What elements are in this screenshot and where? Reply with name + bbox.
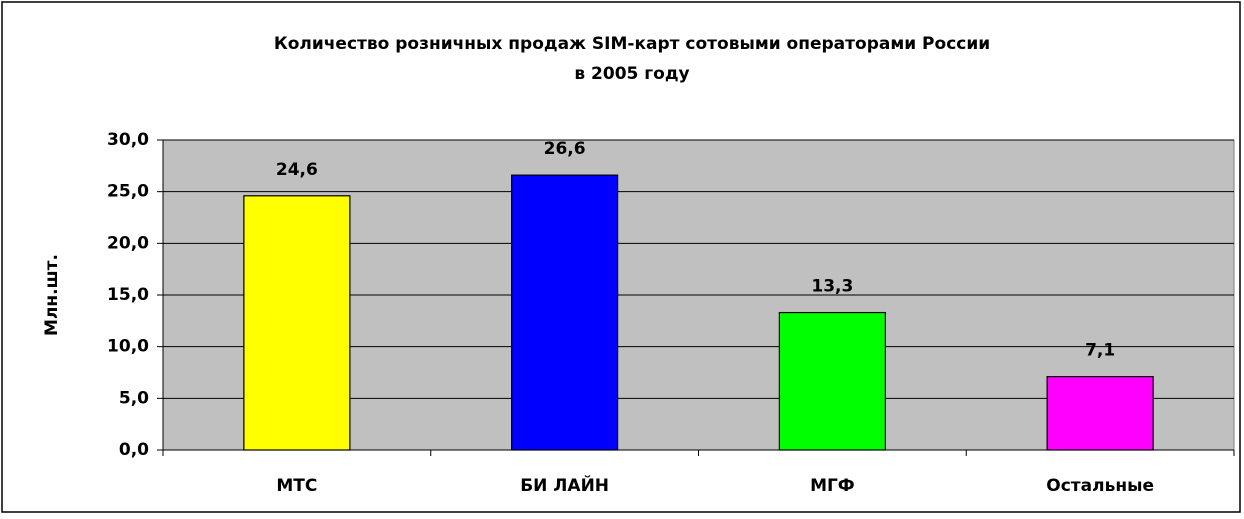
bar (243, 195, 351, 451)
data-label: 13,3 (811, 277, 853, 297)
y-tick-label: 10,0 (107, 337, 149, 357)
bar (511, 174, 619, 451)
y-tick-label: 30,0 (107, 130, 149, 150)
x-tick-label: МГФ (810, 476, 855, 496)
data-label: 24,6 (276, 160, 318, 180)
y-axis-label: Млн.шт. (42, 254, 62, 336)
x-tick-label: БИ ЛАЙН (520, 474, 609, 496)
data-label: 26,6 (544, 139, 586, 159)
chart-title: Количество розничных продаж SIM-карт сот… (274, 34, 990, 54)
y-tick-label: 20,0 (107, 233, 149, 253)
x-tick-label: Остальные (1046, 476, 1154, 496)
y-tick-label: 25,0 (107, 182, 149, 202)
x-tick-label: МТС (276, 476, 317, 496)
chart-title: в 2005 году (574, 64, 689, 84)
bar (778, 311, 886, 451)
y-tick-label: 15,0 (107, 285, 149, 305)
bar (1046, 376, 1154, 451)
data-label: 7,1 (1085, 341, 1115, 361)
y-tick-label: 5,0 (119, 388, 149, 408)
y-tick-label: 0,0 (119, 440, 149, 460)
